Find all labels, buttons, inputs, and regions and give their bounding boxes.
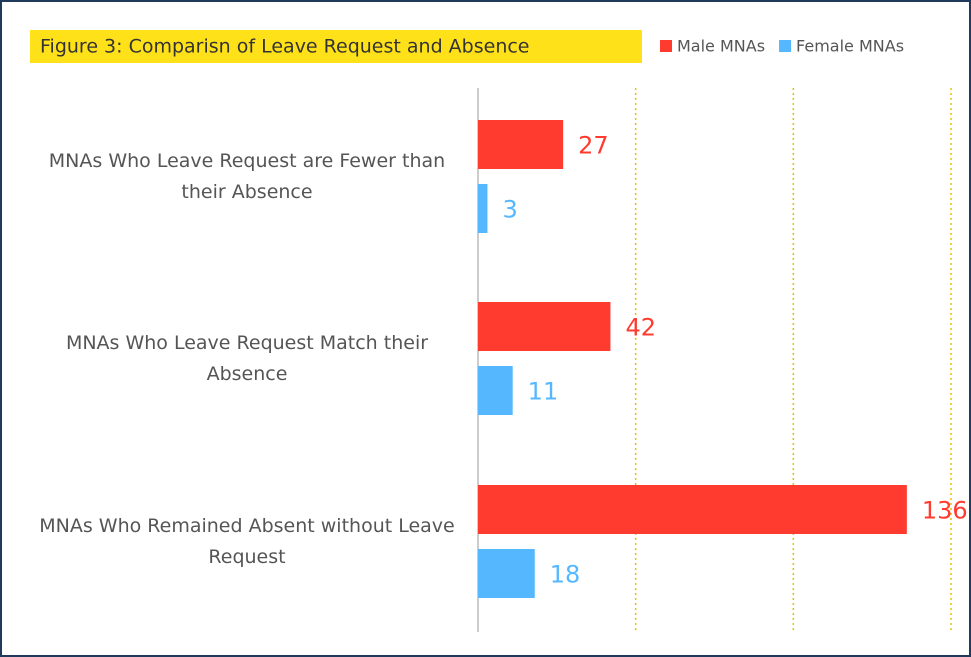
legend-swatch — [779, 40, 792, 52]
bar — [478, 302, 611, 351]
category-label: MNAs Who Leave Request are Fewer than th… — [48, 149, 446, 203]
bar — [478, 485, 907, 534]
category-label: MNAs Who Remained Absent without Leave R… — [39, 514, 455, 568]
value-label: 136 — [922, 497, 968, 525]
title-background — [30, 30, 642, 63]
legend-label: Female MNAs — [796, 37, 904, 56]
value-label: 42 — [625, 314, 656, 342]
legend-label: Male MNAs — [677, 37, 765, 56]
chart-title: Figure 3: Comparisn of Leave Request and… — [40, 36, 530, 58]
value-label: 3 — [502, 196, 517, 224]
value-label: 27 — [578, 132, 609, 160]
value-label: 11 — [528, 378, 559, 406]
legend-swatch — [660, 40, 672, 52]
bar — [478, 184, 488, 233]
value-label: 18 — [550, 561, 581, 589]
category-label: MNAs Who Leave Request Match their Absen… — [65, 331, 429, 385]
bar — [478, 120, 564, 169]
bar — [478, 549, 535, 598]
bar — [478, 366, 513, 415]
